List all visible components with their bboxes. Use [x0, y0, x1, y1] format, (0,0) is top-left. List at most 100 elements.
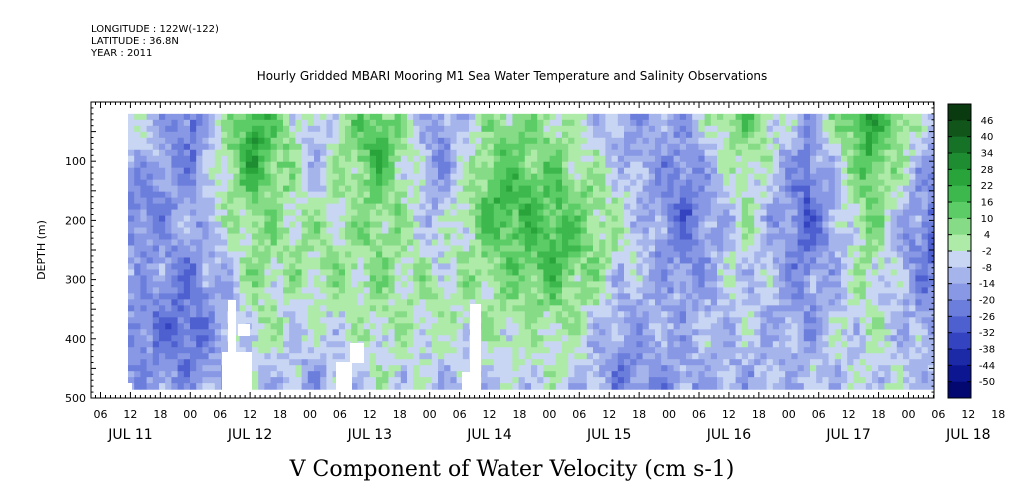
heatmap-cell [190, 239, 197, 247]
heatmap-cell [252, 215, 259, 223]
heatmap-cell [648, 137, 656, 145]
heatmap-cell [624, 125, 631, 133]
heatmap-cell [134, 353, 141, 360]
heatmap-cell [469, 119, 476, 127]
heatmap-cell [487, 269, 495, 277]
heatmap-cell [580, 179, 588, 187]
heatmap-cell [419, 377, 427, 384]
heatmap-cell [785, 341, 792, 348]
heatmap-cell [376, 209, 383, 217]
heatmap-cell [760, 353, 768, 360]
heatmap-cell [326, 263, 334, 271]
heatmap-cell [258, 125, 265, 133]
heatmap-cell [661, 317, 668, 324]
heatmap-cell [679, 371, 687, 378]
heatmap-cell [481, 365, 489, 372]
heatmap-cell [642, 275, 650, 282]
heatmap-cell [456, 155, 464, 163]
heatmap-cell [208, 209, 216, 217]
heatmap-cell [394, 311, 402, 318]
heatmap-cell [183, 329, 191, 336]
heatmap-cell [258, 185, 265, 193]
heatmap-cell [772, 245, 780, 253]
heatmap-cell [190, 161, 197, 169]
heatmap-cell [233, 287, 241, 294]
heatmap-cell [667, 263, 675, 271]
heatmap-cell [574, 287, 582, 294]
heatmap-cell [512, 113, 520, 121]
heatmap-cell [134, 263, 141, 271]
heatmap-cell [549, 227, 557, 235]
heatmap-cell [555, 167, 563, 175]
heatmap-cell [407, 125, 414, 133]
heatmap-cell [549, 323, 557, 330]
heatmap-cell [431, 179, 439, 187]
heatmap-cell [320, 173, 327, 181]
heatmap-cell [462, 173, 470, 181]
heatmap-cell [357, 275, 365, 282]
heatmap-cell [221, 275, 228, 282]
heatmap-cell [369, 197, 377, 205]
heatmap-cell [227, 251, 234, 259]
heatmap-cell [338, 137, 346, 145]
heatmap-cell [276, 215, 284, 223]
heatmap-cell [617, 113, 625, 121]
heatmap-cell [748, 353, 755, 360]
heatmap-cell [772, 269, 780, 277]
heatmap-cell [165, 245, 172, 253]
heatmap-cell [506, 119, 513, 127]
heatmap-cell [357, 185, 365, 193]
heatmap-cell [779, 359, 786, 366]
heatmap-cell [456, 341, 464, 348]
heatmap-cell [537, 137, 544, 145]
heatmap-cell [221, 317, 228, 324]
heatmap-cell [264, 263, 272, 271]
heatmap-cell [692, 347, 699, 354]
heatmap-cell [617, 359, 625, 366]
heatmap-cell [555, 359, 563, 366]
heatmap-cell [710, 143, 718, 151]
heatmap-cell [419, 347, 427, 354]
heatmap-cell [196, 149, 203, 157]
heatmap-cell [456, 377, 464, 384]
heatmap-cell [524, 305, 532, 312]
heatmap-cell [363, 173, 371, 181]
heatmap-cell [382, 365, 389, 372]
heatmap-cell [320, 359, 327, 366]
heatmap-cell [729, 161, 737, 169]
heatmap-cell [128, 335, 135, 342]
heatmap-cell [177, 125, 185, 133]
heatmap-cell [667, 125, 675, 133]
heatmap-cell [599, 347, 606, 354]
heatmap-cell [245, 179, 253, 187]
heatmap-cell [419, 323, 427, 330]
heatmap-cell [177, 347, 185, 354]
heatmap-cell [227, 161, 234, 169]
heatmap-cell [208, 191, 216, 199]
heatmap-cell [388, 293, 396, 300]
heatmap-cell [221, 329, 228, 336]
heatmap-cell [500, 143, 507, 151]
heatmap-cell [264, 353, 272, 360]
heatmap-cell [462, 293, 470, 300]
heatmap-cell [221, 143, 228, 151]
heatmap-cell [369, 371, 377, 378]
heatmap-cell [456, 245, 464, 253]
heatmap-cell [655, 221, 662, 229]
heatmap-cell [258, 347, 265, 354]
heatmap-cell [506, 323, 513, 330]
heatmap-cell [772, 191, 780, 199]
heatmap-cell [264, 251, 272, 259]
heatmap-cell [394, 257, 402, 265]
heatmap-cell [214, 173, 222, 181]
heatmap-cell [202, 227, 210, 235]
heatmap-cell [748, 347, 755, 354]
heatmap-cell [431, 155, 439, 163]
heatmap-cell [686, 329, 693, 336]
heatmap-cell [704, 125, 712, 133]
heatmap-cell [679, 323, 687, 330]
heatmap-cell [741, 311, 749, 318]
heatmap-cell [562, 275, 569, 282]
heatmap-cell [338, 293, 346, 300]
heatmap-cell [407, 347, 414, 354]
